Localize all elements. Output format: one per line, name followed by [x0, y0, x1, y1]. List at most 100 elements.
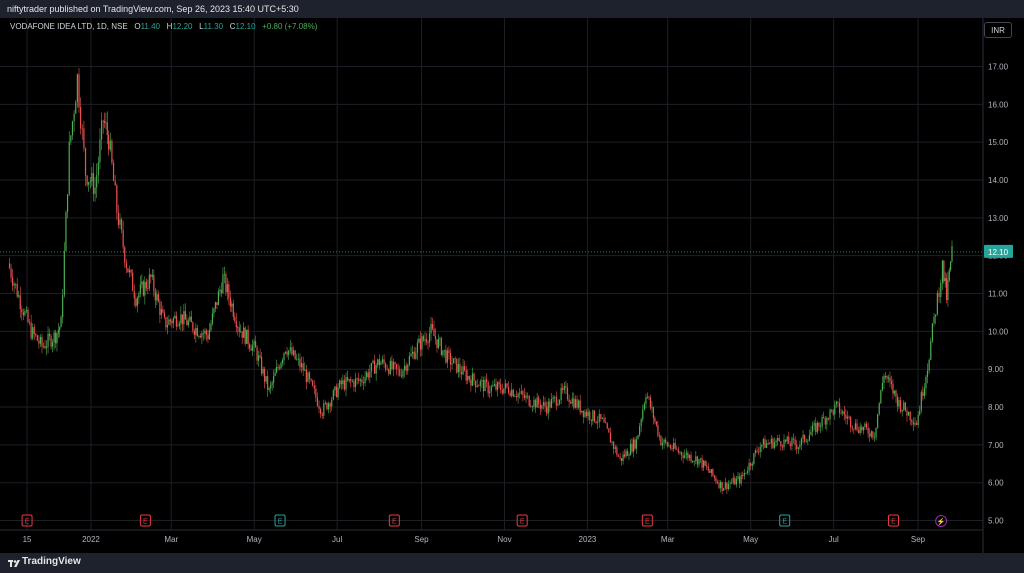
candle-body: [442, 350, 444, 356]
candle-body: [78, 74, 80, 108]
candle-body: [428, 333, 431, 343]
published-text: niftytrader published on TradingView.com…: [7, 4, 299, 14]
candle-body: [422, 336, 425, 341]
candle-body: [102, 120, 104, 122]
candle-body: [213, 308, 215, 314]
candle-body: [759, 446, 761, 453]
currency-button[interactable]: INR: [984, 22, 1012, 38]
candle-body: [354, 378, 357, 387]
candle-body: [646, 396, 649, 398]
candle-body: [514, 396, 516, 398]
candle-body: [73, 113, 75, 122]
candle-body: [634, 439, 636, 449]
candle-body: [373, 360, 376, 374]
candle-body: [813, 423, 815, 426]
candle-body: [264, 368, 266, 382]
candle-body: [169, 319, 172, 322]
candle-body: [448, 350, 450, 353]
candle-body: [28, 321, 31, 323]
candle-body: [673, 442, 675, 449]
candle-body: [408, 356, 410, 365]
candle-body: [11, 277, 14, 286]
candle-body: [172, 318, 175, 324]
candle-body: [114, 180, 116, 186]
candle-body: [811, 425, 814, 432]
y-tick-label: 7.00: [988, 441, 1004, 450]
candle-body: [156, 294, 158, 301]
candle-body: [829, 409, 831, 420]
candle-body: [419, 338, 422, 350]
candle-body: [824, 418, 826, 425]
candle-body: [500, 384, 502, 391]
candle-body: [345, 377, 347, 390]
candle-body: [396, 364, 398, 369]
candle-body: [27, 310, 29, 322]
candle-body: [25, 310, 28, 312]
candle-body: [584, 411, 586, 417]
low-label: L: [199, 22, 204, 31]
candle-body: [661, 442, 664, 446]
candle-body: [10, 268, 12, 278]
candle-body: [781, 446, 784, 448]
candle-body: [706, 465, 708, 467]
candle-body: [528, 395, 530, 406]
candle-body: [890, 381, 893, 384]
candle-body: [877, 413, 879, 428]
candle-body: [898, 400, 900, 407]
candle-body: [68, 141, 70, 195]
candle-body: [676, 448, 678, 450]
candle-body: [22, 312, 24, 316]
candle-body: [880, 390, 882, 404]
candle-body: [571, 398, 573, 404]
earnings-marker-icon: [641, 514, 653, 527]
candle-body: [601, 418, 604, 419]
candle-body: [312, 380, 314, 386]
candle-body: [326, 402, 328, 410]
candle-body: [332, 390, 334, 400]
candle-body: [598, 414, 600, 423]
candle-body: [606, 423, 608, 429]
candle-body: [919, 410, 921, 415]
candle-body: [637, 435, 639, 440]
candle-body: [153, 274, 155, 292]
candle-body: [296, 358, 298, 360]
candle-body: [475, 380, 477, 387]
published-by-bar: niftytrader published on TradingView.com…: [0, 0, 1024, 18]
candle-body: [703, 460, 705, 468]
candle-body: [308, 372, 311, 379]
candle-body: [723, 488, 725, 491]
candles: [8, 67, 953, 495]
candle-body: [712, 469, 714, 476]
candle-body: [434, 336, 437, 340]
candle-body: [174, 315, 176, 319]
candle-body: [342, 380, 344, 385]
candle-body: [679, 452, 681, 453]
candle-body: [854, 423, 857, 430]
candle-body: [117, 212, 120, 225]
candle-body: [796, 444, 798, 449]
candle-body: [715, 477, 717, 482]
candle-body: [645, 397, 647, 404]
footer-brand[interactable]: TradingView: [22, 556, 81, 567]
candle-body: [753, 453, 755, 465]
candle-body: [546, 406, 548, 414]
candle-body: [930, 341, 932, 360]
grid-lines: [0, 18, 983, 530]
candle-body: [938, 292, 940, 297]
candle-body: [493, 384, 496, 386]
candle-body: [453, 358, 455, 364]
candle-body: [57, 330, 59, 334]
candle-body: [805, 440, 807, 442]
candle-body: [756, 450, 758, 452]
candle-body: [533, 399, 535, 407]
x-tick-label: Mar: [661, 535, 675, 544]
candle-body: [42, 346, 45, 347]
candle-body: [65, 212, 67, 251]
candle-body: [53, 332, 55, 343]
candle-body: [141, 281, 143, 285]
candle-body: [300, 363, 303, 368]
candle-body: [631, 443, 633, 452]
candle-body: [901, 409, 903, 412]
candle-body: [456, 358, 458, 373]
